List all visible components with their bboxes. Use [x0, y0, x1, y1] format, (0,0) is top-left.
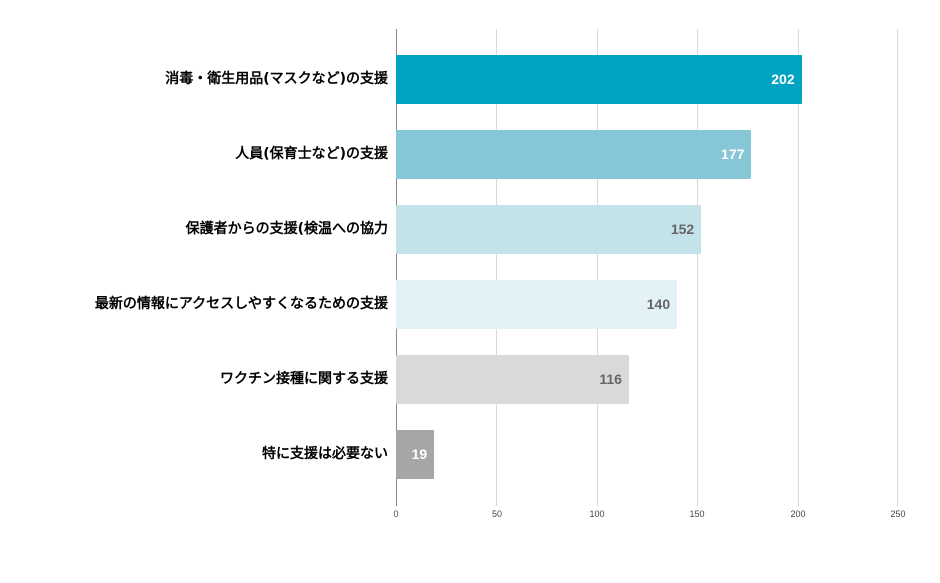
bar-3: 140 — [396, 280, 678, 329]
category-label: ワクチン接種に関する支援 — [220, 371, 388, 387]
x-tick-label: 100 — [589, 509, 605, 519]
gridline-100 — [597, 29, 598, 506]
gridline-50 — [496, 29, 497, 506]
bar-value-label: 116 — [599, 371, 622, 387]
x-tick-label: 0 — [393, 509, 399, 519]
bar-value-label: 19 — [411, 446, 428, 462]
x-tick-label: 150 — [689, 509, 705, 519]
bar-4: 116 — [396, 355, 629, 404]
bar-1: 177 — [396, 130, 752, 179]
y-axis-line — [396, 29, 397, 506]
bar-2: 152 — [396, 205, 702, 254]
x-tick-label: 250 — [890, 509, 906, 519]
bar-value-label: 202 — [771, 71, 795, 87]
gridline-150 — [697, 29, 698, 506]
bar-value-label: 177 — [721, 146, 745, 162]
category-label: 消毒・衛生用品(マスクなど)の支援 — [165, 71, 388, 87]
x-tick-label: 200 — [790, 509, 806, 519]
bar-value-label: 140 — [646, 296, 671, 312]
category-label: 人員(保育士など)の支援 — [235, 146, 388, 162]
bar-5: 19 — [396, 430, 435, 479]
category-label: 特に支援は必要ない — [262, 446, 388, 462]
category-label: 保護者からの支援(検温への協力 — [185, 221, 388, 237]
gridline-200 — [798, 29, 799, 506]
chart-plot-area: 202 177 152 140 116 19 — [396, 29, 898, 506]
bar-0: 202 — [396, 55, 802, 104]
bar-value-label: 152 — [670, 221, 695, 237]
category-label: 最新の情報にアクセスしやすくなるための支援 — [94, 296, 388, 312]
x-tick-label: 50 — [491, 509, 503, 519]
gridline-250 — [897, 29, 898, 506]
